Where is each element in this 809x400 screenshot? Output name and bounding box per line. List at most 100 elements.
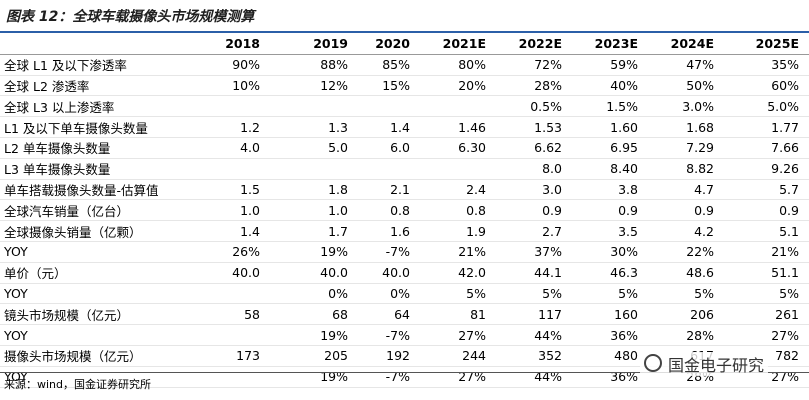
table-row: 全球汽车销量（亿台） 1.0 1.0 0.8 0.8 0.9 0.9 0.9 0.9 [0,199,809,222]
cell: 21% [724,241,809,263]
cell: 6.95 [572,137,648,159]
cell: 173 [200,345,270,367]
cell: 40% [572,75,648,97]
cell: 117 [496,303,572,326]
cell [200,283,270,305]
cell: 47% [648,54,724,76]
table-row: YOY 19% -7% 27% 44% 36% 28% 27% [0,324,809,346]
cell: 6.30 [420,137,496,159]
cell: 6.0 [358,137,420,159]
cell: 1.53 [496,116,572,138]
cell: 5% [724,283,809,305]
cell: 19% [270,324,358,346]
cell: 80% [420,54,496,76]
cell: 1.0 [200,199,270,222]
cell: 1.77 [724,116,809,138]
cell: 3.8 [572,179,648,201]
cell: 244 [420,345,496,367]
header-cell: 2025E [724,34,809,55]
cell: 3.0% [648,95,724,118]
cell: 40.0 [270,262,358,284]
cell: 10% [200,75,270,97]
cell: 1.68 [648,116,724,138]
cell [358,95,420,118]
cell: 5.7 [724,179,809,201]
cell: 8.40 [572,158,648,180]
cell: 1.5 [200,179,270,201]
cell: 36% [572,324,648,346]
row-label: 全球汽车销量（亿台） [0,199,200,222]
cell: 46.3 [572,262,648,284]
cell: 51.1 [724,262,809,284]
cell: 5.0% [724,95,809,118]
header-cell: 2023E [572,34,648,55]
cell: 192 [358,345,420,367]
cell [200,324,270,346]
cell [200,366,270,388]
cell: 3.0 [496,179,572,201]
table-row: 全球 L2 渗透率 10% 12% 15% 20% 28% 40% 50% 60% [0,75,809,97]
cell: 1.4 [200,220,270,242]
cell: 0.8 [358,199,420,222]
table-row: 单价（元） 40.0 40.0 40.0 42.0 44.1 46.3 48.6 51.1 [0,262,809,284]
row-label: YOY [0,283,200,305]
cell: 1.8 [270,179,358,201]
cell: 261 [724,303,809,326]
cell: 0% [358,283,420,305]
cell: 37% [496,241,572,263]
row-label: L2 单车摄像头数量 [0,137,200,159]
cell: -7% [358,324,420,346]
cell: 5% [420,283,496,305]
header-row: 2018 2019 2020 2021E 2022E 2023E 2024E 2025E [0,34,809,55]
cell: 60% [724,75,809,97]
table-row: 全球 L3 以上渗透率 0.5% 1.5% 3.0% 5.0% [0,95,809,118]
cell: 27% [420,366,496,388]
cell: 40.0 [200,262,270,284]
cell: -7% [358,241,420,263]
cell: 5.0 [270,137,358,159]
table-row: 镜头市场规模（亿元） 58 68 64 81 117 160 206 261 [0,303,809,326]
table-row: 全球摄像头销量（亿颗） 1.4 1.7 1.6 1.9 2.7 3.5 4.2 5.1 [0,220,809,242]
cell: 4.0 [200,137,270,159]
cell: 2.4 [420,179,496,201]
cell: 72% [496,54,572,76]
cell: 15% [358,75,420,97]
cell: 8.82 [648,158,724,180]
watermark-text: 国金电子研究 [668,356,765,375]
row-label: L1 及以下单车摄像头数量 [0,116,200,138]
cell: 22% [648,241,724,263]
watermark: 国金电子研究 [640,352,769,376]
cell: 1.2 [200,116,270,138]
table-row: 单车搭载摄像头数量-估算值 1.5 1.8 2.1 2.4 3.0 3.8 4.7 5.7 [0,179,809,201]
cell: 4.2 [648,220,724,242]
row-label: 镜头市场规模（亿元） [0,303,200,326]
cell: 7.66 [724,137,809,159]
watermark-icon [644,354,662,372]
header-cell: 2020 [358,34,420,55]
cell: 6.62 [496,137,572,159]
row-label: 全球摄像头销量（亿颗） [0,220,200,242]
table-row: L1 及以下单车摄像头数量 1.2 1.3 1.4 1.46 1.53 1.60 1.68 1.… [0,116,809,138]
cell: 35% [724,54,809,76]
cell [200,158,270,180]
cell [420,158,496,180]
cell: 480 [572,345,648,367]
table-row: L2 单车摄像头数量 4.0 5.0 6.0 6.30 6.62 6.95 7.29 7.66 [0,137,809,159]
cell: 88% [270,54,358,76]
cell: 1.46 [420,116,496,138]
cell: 48.6 [648,262,724,284]
source-note: 来源：wind，国金证券研究所 [4,378,152,391]
cell: 205 [270,345,358,367]
cell: 4.7 [648,179,724,201]
cell [270,95,358,118]
cell: 1.4 [358,116,420,138]
cell: 0.5% [496,95,572,118]
cell: 1.3 [270,116,358,138]
cell: 8.0 [496,158,572,180]
cell: 12% [270,75,358,97]
table-title: 图表 12：全球车载摄像头市场规模测算 [6,9,255,25]
table-row: YOY 0% 0% 5% 5% 5% 5% 5% [0,283,809,305]
row-label: 全球 L1 及以下渗透率 [0,54,200,76]
cell: 5% [496,283,572,305]
